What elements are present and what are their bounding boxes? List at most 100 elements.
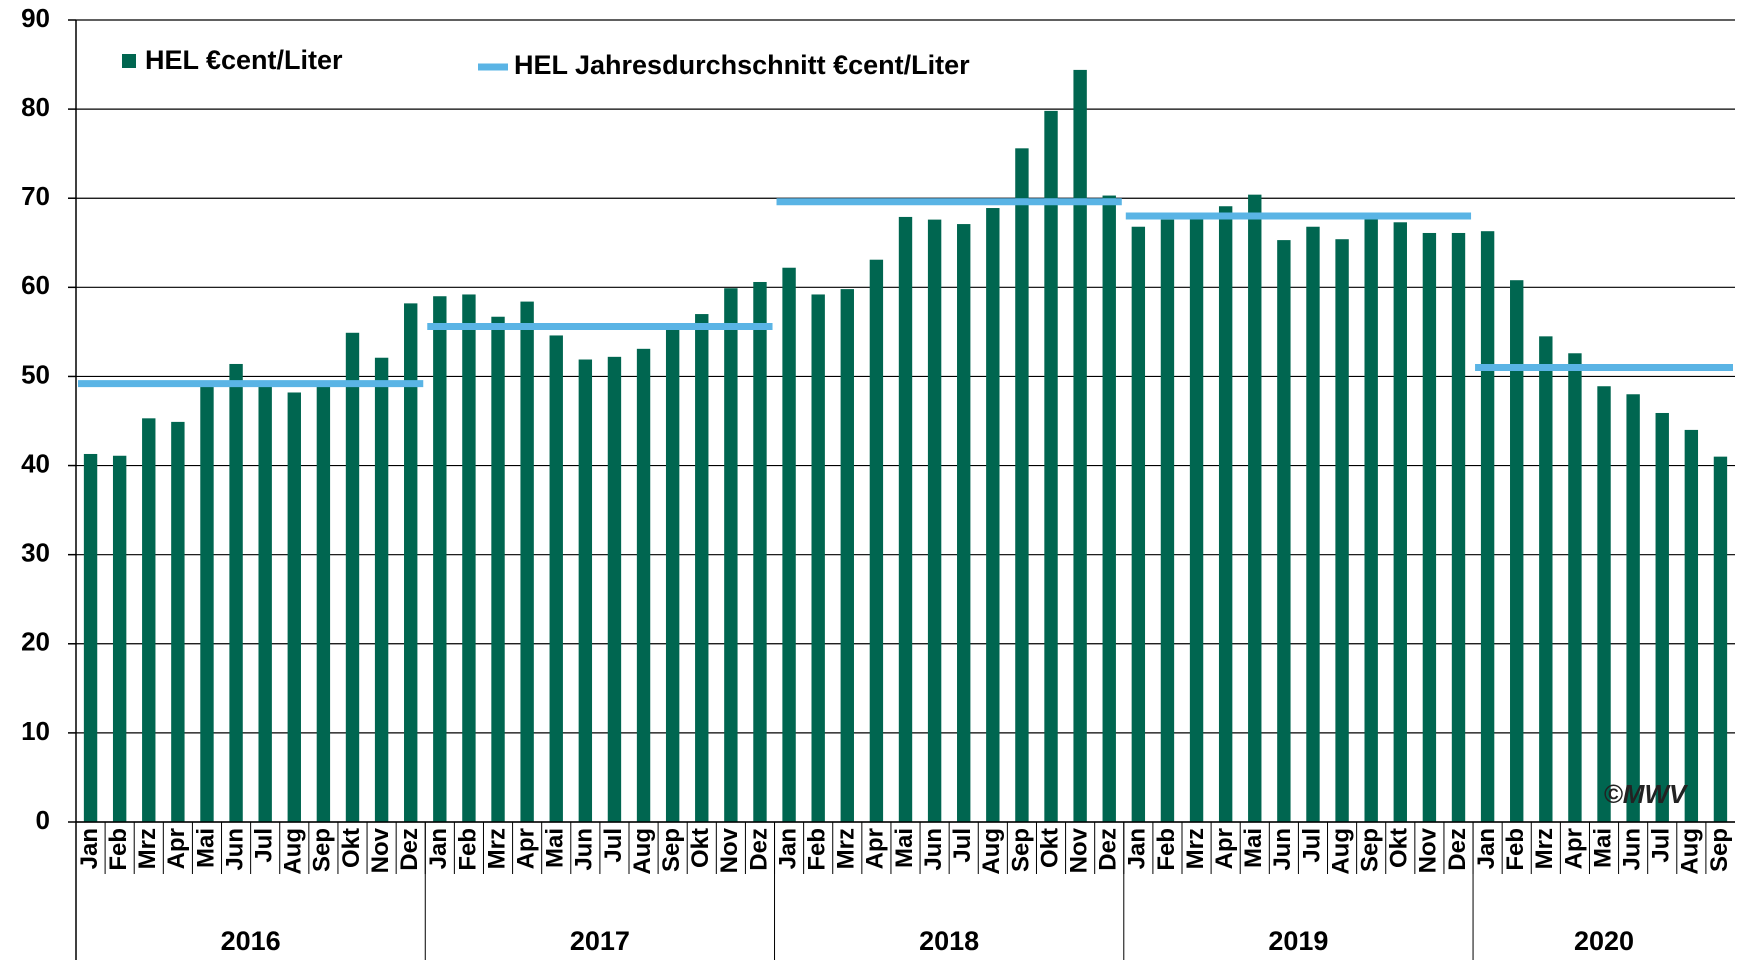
x-tick-label: Dez	[1444, 828, 1471, 871]
year-label: 2016	[221, 926, 281, 956]
bar	[695, 314, 709, 822]
x-tick-label: Jul	[251, 828, 278, 863]
bar	[1568, 353, 1582, 822]
x-tick-label: Jun	[1269, 828, 1296, 871]
x-tick-label: Mai	[1240, 828, 1267, 868]
x-tick-label: Nov	[367, 827, 394, 873]
bar	[1102, 195, 1116, 822]
bar	[782, 267, 796, 822]
x-tick-label: Apr	[862, 828, 889, 869]
y-tick-label: 40	[21, 448, 50, 478]
x-tick-label: Okt	[338, 828, 365, 868]
bar	[898, 216, 913, 823]
x-tick-label: Mai	[542, 828, 569, 868]
x-tick-label: Okt	[1036, 828, 1063, 868]
bar	[986, 208, 1000, 823]
bar	[1248, 194, 1262, 822]
bar	[520, 301, 534, 822]
watermark: ©MWV	[1604, 779, 1689, 809]
bar	[1480, 231, 1495, 822]
bar	[1510, 280, 1524, 822]
x-tick-label: Apr	[1211, 828, 1238, 869]
bar	[345, 332, 360, 822]
bar	[1335, 239, 1349, 823]
x-tick-label: Nov	[1415, 827, 1442, 873]
y-tick-label: 60	[21, 270, 50, 300]
y-tick-label: 10	[21, 716, 50, 746]
y-tick-label: 50	[21, 359, 50, 389]
x-tick-label: Mrz	[833, 828, 860, 869]
x-tick-label: Feb	[454, 828, 481, 871]
bar	[1044, 110, 1058, 823]
x-tick-label: Jun	[1618, 828, 1645, 871]
year-label: 2019	[1268, 926, 1328, 956]
bar	[1626, 394, 1640, 822]
x-tick-label: Jan	[76, 828, 103, 869]
bar	[607, 356, 622, 822]
bar	[1539, 336, 1553, 822]
bar	[1684, 429, 1699, 822]
bar	[578, 359, 593, 822]
x-tick-label: Dez	[1095, 828, 1122, 871]
bar	[374, 357, 389, 822]
x-tick-label: Apr	[512, 828, 539, 869]
x-tick-label: Jan	[774, 828, 801, 869]
x-tick-label: Jun	[920, 828, 947, 871]
x-tick-label: Sep	[1357, 828, 1384, 872]
bar	[1655, 412, 1669, 822]
x-tick-label: Dez	[745, 828, 772, 871]
bar	[869, 259, 884, 823]
bar	[753, 281, 767, 822]
bar	[811, 294, 825, 822]
legend-label: HEL Jahresdurchschnitt €cent/Liter	[514, 50, 970, 80]
bar	[1364, 218, 1378, 822]
bar	[287, 392, 301, 822]
x-tick-label: Jan	[1473, 828, 1500, 869]
x-tick-label: Mrz	[134, 828, 161, 869]
bar	[1073, 69, 1087, 822]
bar	[549, 335, 563, 822]
x-tick-label: Mai	[1589, 828, 1616, 868]
bar	[1189, 218, 1204, 822]
x-tick-label: Mrz	[1531, 828, 1558, 869]
bar	[724, 288, 738, 822]
x-tick-label: Mrz	[1182, 828, 1209, 869]
bar	[1131, 226, 1146, 822]
x-tick-label: Apr	[163, 828, 190, 869]
x-tick-label: Okt	[687, 828, 714, 868]
x-tick-label: Sep	[1706, 828, 1733, 872]
x-tick-label: Jun	[221, 828, 248, 871]
bar	[957, 224, 971, 822]
x-tick-label: Feb	[804, 828, 831, 871]
x-tick-label: Jul	[1298, 828, 1325, 863]
bar	[1713, 456, 1728, 822]
bar	[1597, 386, 1611, 822]
bar	[1218, 206, 1233, 823]
x-tick-label: Jul	[600, 828, 627, 863]
x-tick-label: Feb	[1502, 828, 1529, 871]
x-tick-label: Mai	[891, 828, 918, 868]
year-label: 2018	[919, 926, 979, 956]
x-tick-label: Aug	[978, 828, 1005, 875]
x-tick-label: Dez	[396, 828, 423, 871]
legend-label: HEL €cent/Liter	[145, 45, 343, 75]
bar	[665, 327, 680, 822]
x-tick-label: Nov	[1065, 827, 1092, 873]
bar	[171, 421, 185, 822]
bar	[1451, 232, 1466, 822]
bar	[258, 385, 272, 822]
year-label: 2017	[570, 926, 630, 956]
y-tick-label: 20	[21, 627, 50, 657]
x-tick-label: Aug	[1327, 828, 1354, 875]
x-tick-label: Sep	[1007, 828, 1034, 872]
bar	[1393, 222, 1407, 822]
x-tick-label: Aug	[280, 828, 307, 875]
legend-swatch	[122, 54, 136, 68]
bar	[83, 453, 98, 822]
y-tick-label: 90	[21, 3, 50, 33]
x-tick-label: Sep	[309, 828, 336, 872]
bar	[1160, 219, 1175, 822]
bar	[433, 296, 447, 822]
bar	[142, 418, 156, 822]
x-tick-label: Feb	[105, 828, 132, 871]
